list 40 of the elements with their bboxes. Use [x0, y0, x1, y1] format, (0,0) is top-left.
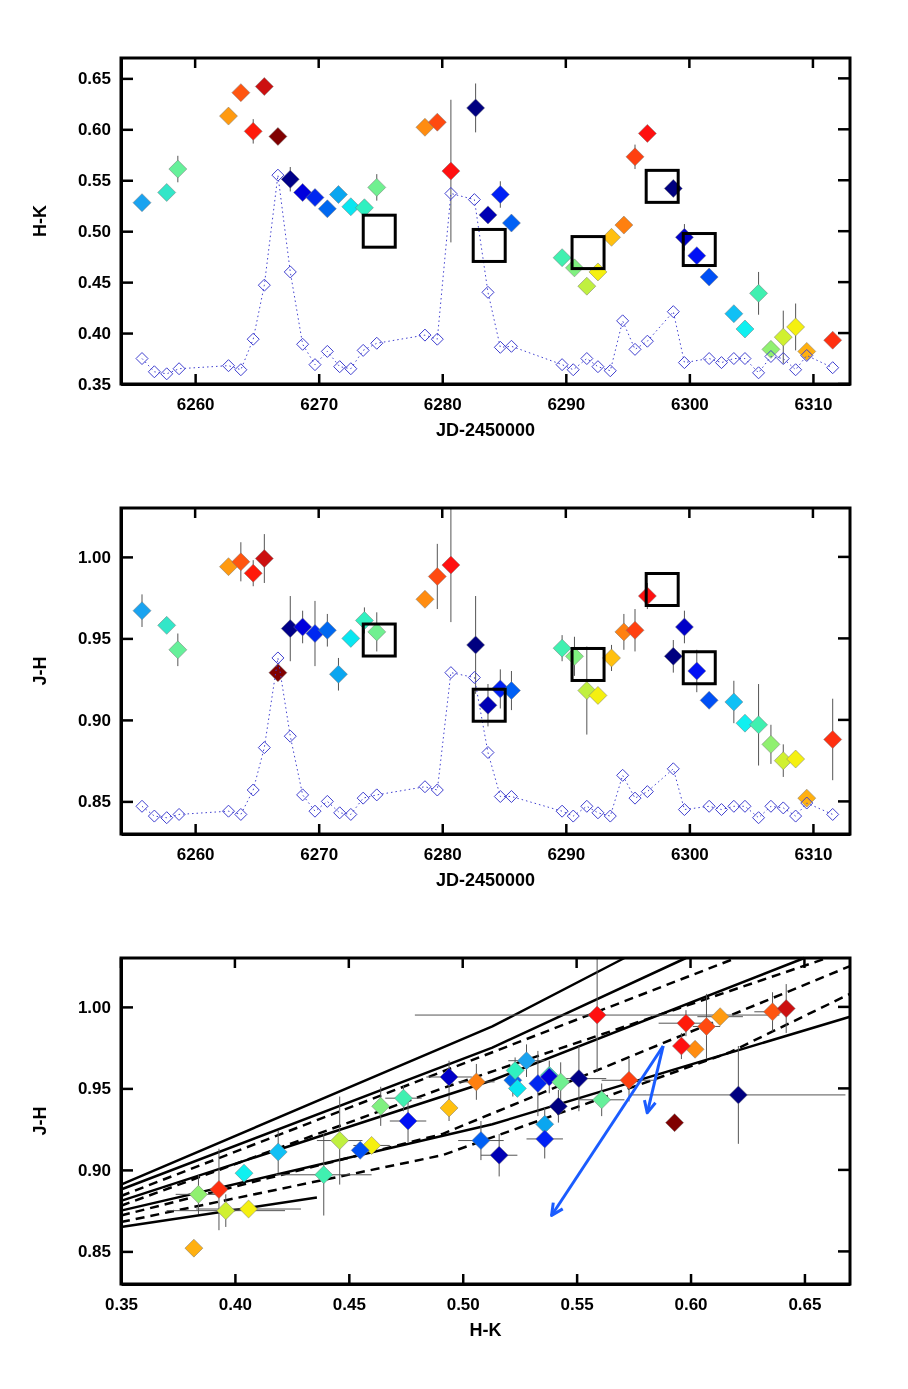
x-tick-label: 0.35: [104, 1295, 139, 1315]
x-axis-title: JD-2450000: [435, 870, 536, 890]
x-tick-label: 0.50: [446, 1295, 480, 1315]
y-tick-label: 0.45: [77, 273, 111, 293]
y-axis-title: J-H: [30, 1106, 50, 1136]
y-axis-title: H-K: [30, 205, 50, 237]
x-tick-label: 0.40: [218, 1295, 252, 1315]
y-axis-title: J-H: [30, 656, 50, 686]
y-tick-label: 0.40: [77, 324, 111, 343]
x-tick-label: 6270: [300, 845, 339, 865]
x-tick-label: 6260: [176, 845, 215, 865]
x-tick-label: 0.65: [788, 1295, 822, 1315]
y-tick-label: 0.90: [77, 710, 111, 730]
y-tick-label: 0.35: [77, 374, 111, 394]
y-tick-label: 0.95: [77, 1079, 111, 1099]
x-tick-label: 6290: [547, 395, 586, 415]
y-tick-label: 1.00: [77, 547, 111, 567]
x-axis-title: JD-2450000: [435, 420, 536, 440]
x-tick-label: 6260: [176, 395, 215, 415]
y-tick-label: 0.60: [77, 120, 111, 140]
y-tick-label: 0.55: [77, 171, 111, 191]
x-tick-label: 6280: [423, 845, 462, 865]
y-tick-label: 0.50: [77, 222, 111, 242]
y-tick-label: 0.85: [77, 792, 111, 812]
x-axis-title: H-K: [469, 1320, 502, 1340]
y-tick-label: 1.00: [77, 997, 111, 1017]
y-tick-label: 0.95: [77, 629, 111, 649]
y-tick-label: 0.90: [77, 1160, 111, 1180]
x-tick-label: 6280: [423, 395, 462, 415]
x-tick-label: 6310: [794, 395, 833, 415]
x-tick-label: 6300: [670, 395, 709, 415]
x-tick-label: 6300: [670, 845, 709, 865]
x-tick-label: 6270: [300, 395, 339, 415]
y-tick-label: 0.65: [77, 69, 111, 89]
x-tick-label: 0.45: [332, 1295, 366, 1315]
x-tick-label: 6290: [547, 845, 586, 865]
x-tick-label: 0.60: [674, 1295, 708, 1315]
y-tick-label: 0.85: [77, 1242, 111, 1262]
x-tick-label: 0.55: [560, 1295, 594, 1315]
x-tick-label: 6310: [794, 845, 833, 865]
